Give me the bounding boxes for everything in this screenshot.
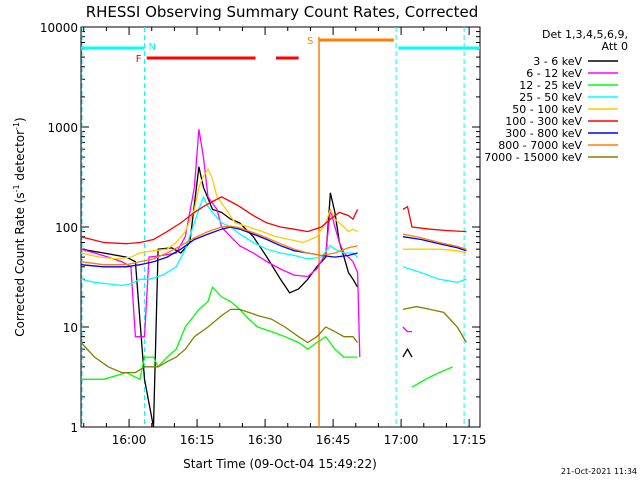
- y-tick-label: 10000: [40, 21, 78, 35]
- series-line: [80, 195, 359, 287]
- series-line: [80, 226, 358, 268]
- legend-label: 300 - 800 keV: [505, 127, 582, 140]
- y-tick-label: 1000: [47, 121, 78, 135]
- x-tick-label: 16:00: [112, 433, 147, 447]
- series-line-late: [402, 266, 467, 283]
- series-line-late: [402, 233, 467, 250]
- legend-label: 100 - 300 keV: [505, 115, 582, 128]
- legend-label: 25 - 50 keV: [519, 91, 582, 104]
- x-tick-label: 17:00: [384, 433, 419, 447]
- legend-label: 3 - 6 keV: [533, 55, 582, 68]
- series-line: [81, 285, 358, 381]
- legend-label: 7000 - 15000 keV: [484, 151, 582, 164]
- legend-subtitle: Att 0: [602, 40, 628, 53]
- series-line: [80, 166, 359, 428]
- y-axis-label-mid: detector: [13, 130, 27, 185]
- series-line-late: [411, 366, 454, 388]
- series-line-late: [402, 205, 467, 233]
- saa-flag-label: S: [307, 36, 313, 47]
- series-line-late: [402, 236, 467, 252]
- flare-flag-label: F: [136, 54, 142, 65]
- x-tick-label: 16:15: [180, 433, 215, 447]
- y-axis-label-main: Corrected Count Rate (s: [13, 192, 27, 336]
- x-tick-label: 16:45: [316, 433, 351, 447]
- y-tick-labels: 1 10 100 1000 10000: [40, 21, 78, 435]
- flag-bars: NF S: [81, 27, 480, 427]
- x-tick-labels: 16:00 16:15 16:30 16:45 17:00 17:15: [112, 433, 487, 447]
- footer-date: 21-Oct-2021 11:34: [561, 467, 637, 476]
- series-line-late: [402, 347, 413, 358]
- legend-label: 800 - 7000 keV: [498, 139, 582, 152]
- y-axis-label-end: ): [13, 117, 27, 122]
- legend-label: 50 - 100 keV: [512, 103, 582, 116]
- y-tick-label: 10: [63, 321, 78, 335]
- x-axis-label: Start Time (09-Oct-04 15:49:22): [183, 457, 377, 471]
- series-line-late: [402, 248, 467, 254]
- series-line: [80, 196, 359, 245]
- legend-title: Det 1,3,4,5,6,9,: [542, 28, 628, 41]
- x-tick-label: 17:15: [452, 433, 487, 447]
- plot-area: NF S: [80, 26, 481, 428]
- series-line: [80, 308, 359, 374]
- y-axis-label: Corrected Count Rate (s-1 detector-1): [12, 117, 27, 336]
- y-axis-label-sup1: -1: [12, 184, 21, 192]
- y-tick-label: 100: [55, 221, 78, 235]
- y-axis-label-sup2: -1: [12, 122, 21, 130]
- series-line-late: [402, 305, 467, 343]
- chart-title: RHESSI Observing Summary Count Rates, Co…: [86, 3, 479, 21]
- series-line: [80, 225, 358, 266]
- legend-label: 12 - 25 keV: [519, 79, 582, 92]
- series-line: [80, 167, 358, 260]
- tick-marks: [81, 26, 480, 428]
- x-tick-label: 16:30: [248, 433, 283, 447]
- series-lines: [80, 129, 467, 428]
- series-line-late: [402, 326, 412, 333]
- legend-label: 6 - 12 keV: [526, 67, 582, 80]
- y-tick-label: 1: [70, 421, 78, 435]
- night-flag-label: N: [148, 42, 155, 53]
